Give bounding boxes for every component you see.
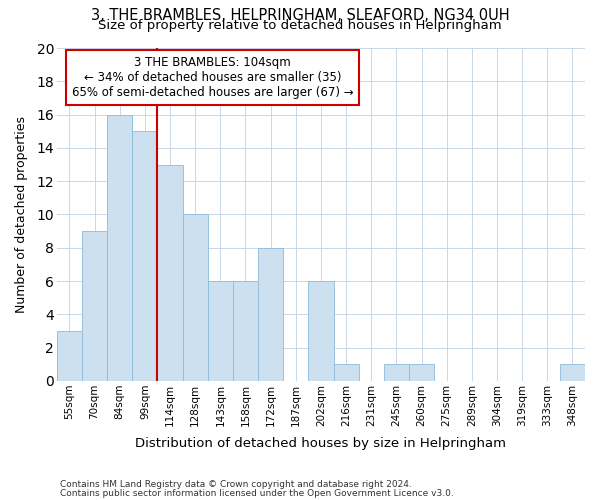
Bar bbox=[560, 364, 585, 381]
Bar bbox=[57, 331, 82, 381]
Y-axis label: Number of detached properties: Number of detached properties bbox=[15, 116, 28, 313]
Bar bbox=[409, 364, 434, 381]
Bar bbox=[334, 364, 359, 381]
Text: Contains public sector information licensed under the Open Government Licence v3: Contains public sector information licen… bbox=[60, 488, 454, 498]
Bar bbox=[182, 214, 208, 381]
Bar bbox=[258, 248, 283, 381]
Bar bbox=[157, 164, 182, 381]
Bar bbox=[384, 364, 409, 381]
Bar bbox=[308, 281, 334, 381]
Bar bbox=[107, 114, 133, 381]
Bar bbox=[233, 281, 258, 381]
Text: 3, THE BRAMBLES, HELPRINGHAM, SLEAFORD, NG34 0UH: 3, THE BRAMBLES, HELPRINGHAM, SLEAFORD, … bbox=[91, 8, 509, 22]
Bar bbox=[82, 231, 107, 381]
Text: 3 THE BRAMBLES: 104sqm
← 34% of detached houses are smaller (35)
65% of semi-det: 3 THE BRAMBLES: 104sqm ← 34% of detached… bbox=[72, 56, 353, 100]
Bar bbox=[133, 131, 157, 381]
X-axis label: Distribution of detached houses by size in Helpringham: Distribution of detached houses by size … bbox=[136, 437, 506, 450]
Text: Size of property relative to detached houses in Helpringham: Size of property relative to detached ho… bbox=[98, 18, 502, 32]
Text: Contains HM Land Registry data © Crown copyright and database right 2024.: Contains HM Land Registry data © Crown c… bbox=[60, 480, 412, 489]
Bar bbox=[208, 281, 233, 381]
